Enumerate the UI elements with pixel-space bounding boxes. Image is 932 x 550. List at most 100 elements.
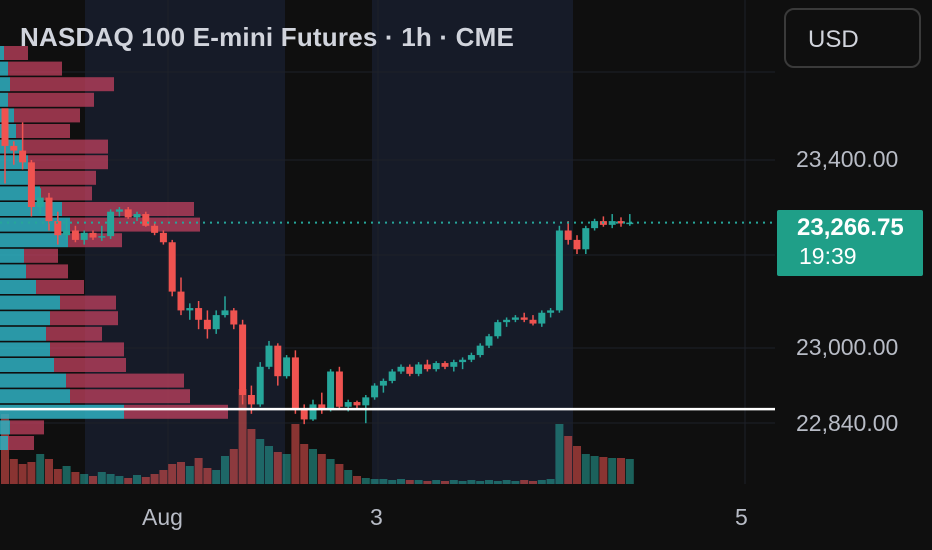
profile-up-bar: [0, 248, 24, 263]
candle-body: [115, 209, 123, 212]
last-price-tag: 23,266.75 19:39: [777, 210, 923, 276]
profile-down-bar: [16, 124, 70, 138]
candle-body: [239, 324, 247, 395]
price-lines: [0, 221, 775, 411]
volume-bar: [520, 480, 529, 484]
profile-down-bar: [8, 436, 34, 450]
profile-up-bar: [0, 342, 50, 357]
volume-bar: [555, 424, 564, 484]
volume-bar: [309, 449, 317, 484]
candle-body: [423, 364, 431, 370]
session-shade: [372, 0, 573, 484]
y-tick-label: 23,400.00: [796, 146, 899, 172]
profile-down-bar: [70, 217, 200, 232]
volume-bar: [97, 472, 106, 484]
profile-up-bar: [0, 326, 46, 341]
volume-bar: [502, 480, 511, 484]
candle-body: [529, 319, 537, 324]
volume-bar: [493, 481, 502, 484]
profile-down-bar: [50, 311, 118, 326]
volume-bar: [221, 456, 229, 484]
profile-down-bar: [8, 92, 94, 107]
profile-down-bar: [60, 295, 116, 310]
volume-bar: [397, 479, 405, 484]
volume-bar: [177, 462, 185, 484]
volume-bar: [282, 454, 291, 484]
candle-body: [371, 385, 379, 398]
x-tick-label: Aug: [142, 504, 183, 530]
candle-body: [71, 230, 79, 240]
volume-bar: [511, 481, 520, 484]
profile-down-bar: [24, 248, 58, 263]
volume-bar: [485, 480, 493, 484]
candle-body: [318, 404, 326, 410]
profile-up-bar: [0, 358, 54, 372]
candle-body: [265, 345, 273, 367]
profile-up-bar: [0, 295, 60, 310]
volume-bar: [141, 477, 150, 484]
volume-bar: [317, 454, 326, 484]
volume-bar: [476, 481, 485, 484]
candle-body: [212, 315, 220, 330]
volume-bar: [405, 480, 414, 484]
volume-bar: [265, 446, 273, 484]
candle-body: [151, 225, 159, 233]
profile-down-bar: [34, 170, 96, 185]
profile-up-bar: [0, 264, 26, 279]
candle-body: [256, 366, 264, 405]
volume-bar: [300, 444, 309, 484]
profile-down-bar: [50, 342, 124, 357]
y-tick-label: 22,840.00: [796, 410, 899, 436]
candle-body: [608, 221, 616, 225]
candle-body: [582, 228, 590, 250]
x-tick-label: 3: [370, 504, 383, 530]
volume-bar: [370, 479, 379, 484]
candle-body: [467, 355, 475, 360]
currency-button[interactable]: USD: [784, 8, 921, 68]
candle-body: [503, 319, 511, 323]
candle-body: [291, 357, 299, 410]
profile-down-bar: [10, 77, 114, 92]
volume-bar: [115, 476, 124, 484]
volume-bars: [1, 389, 634, 484]
candle-body: [177, 291, 185, 311]
volume-bar: [212, 470, 221, 484]
profile-up-bar: [0, 280, 36, 294]
candle-body: [397, 366, 405, 372]
candle-body: [617, 221, 625, 224]
candle-body: [362, 397, 370, 406]
volume-bar: [194, 458, 203, 484]
candle-body: [379, 380, 387, 386]
volume-bar: [608, 458, 617, 484]
volume-bar: [449, 480, 458, 484]
volume-bar: [458, 481, 467, 484]
volume-bar: [414, 480, 423, 484]
volume-bar: [229, 449, 238, 484]
candle-body: [388, 371, 396, 381]
candle-body: [511, 317, 519, 320]
profile-up-bar: [0, 436, 8, 450]
candle-body: [247, 395, 255, 405]
candle-body: [555, 230, 563, 311]
volume-bar: [238, 389, 247, 484]
candle-body: [432, 363, 440, 370]
candle-body: [221, 310, 229, 316]
chart-title: NASDAQ 100 E-mini Futures · 1h · CME: [20, 22, 515, 52]
bar-countdown: 19:39: [799, 243, 857, 269]
profile-up-bar: [0, 373, 66, 388]
candle-body: [274, 345, 282, 377]
candles[interactable]: [1, 108, 634, 425]
volume-bar: [344, 470, 353, 484]
profile-down-bar: [46, 326, 102, 341]
candle-body: [45, 197, 53, 222]
profile-up-bar: [0, 420, 10, 435]
profile-down-bar: [4, 46, 28, 60]
candle-body: [564, 230, 572, 240]
volume-bar: [291, 424, 300, 484]
candle-body: [459, 359, 467, 363]
candle-body: [353, 402, 361, 406]
candle-body: [591, 221, 599, 229]
volume-bar: [185, 466, 194, 484]
volume-bar: [27, 462, 36, 484]
